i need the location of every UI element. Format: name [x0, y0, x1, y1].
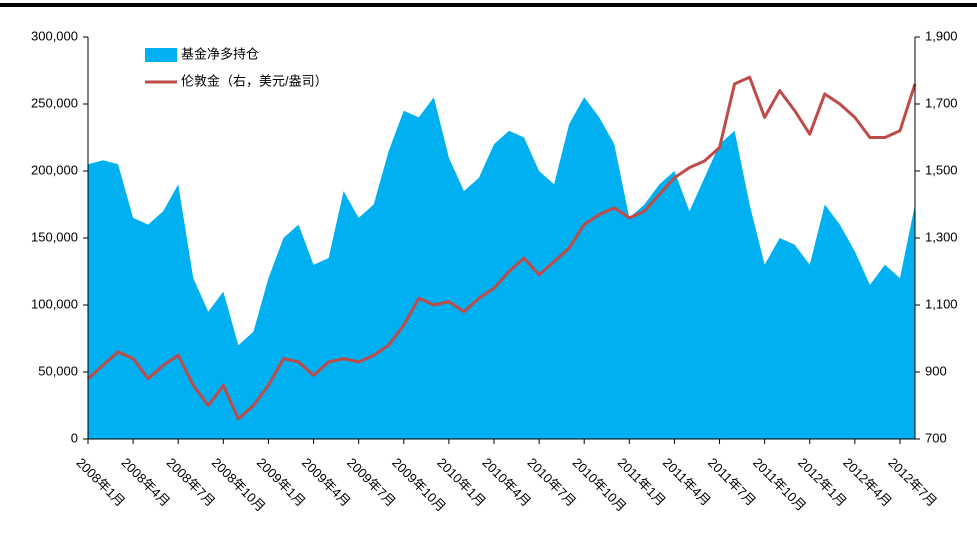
y-tick-label: 50,000 [38, 363, 78, 378]
y2-tick-label: 1,900 [925, 28, 958, 43]
y-tick-label: 200,000 [31, 162, 78, 177]
y-tick-label: 150,000 [31, 229, 78, 244]
legend-label: 伦敦金（右，美元/盎司） [181, 73, 328, 88]
y2-tick-label: 1,100 [925, 296, 958, 311]
y2-tick-label: 1,700 [925, 95, 958, 110]
y2-tick-label: 1,500 [925, 162, 958, 177]
x-tick-label: 2012年7月 [885, 455, 940, 510]
y2-tick-label: 1,300 [925, 229, 958, 244]
x-tick-label: 2011年7月 [705, 455, 759, 509]
y2-tick-label: 700 [925, 430, 947, 445]
y2-tick-label: 900 [925, 363, 947, 378]
x-tick-label: 2011年4月 [660, 455, 714, 509]
legend-label: 基金净多持仓 [181, 46, 259, 61]
y-tick-label: 0 [71, 430, 78, 445]
y-tick-label: 300,000 [31, 28, 78, 43]
y-tick-label: 100,000 [31, 296, 78, 311]
legend-swatch [145, 48, 177, 62]
y-tick-label: 250,000 [31, 95, 78, 110]
line [87, 75, 917, 421]
top-rule [0, 3, 977, 7]
area [88, 97, 915, 440]
